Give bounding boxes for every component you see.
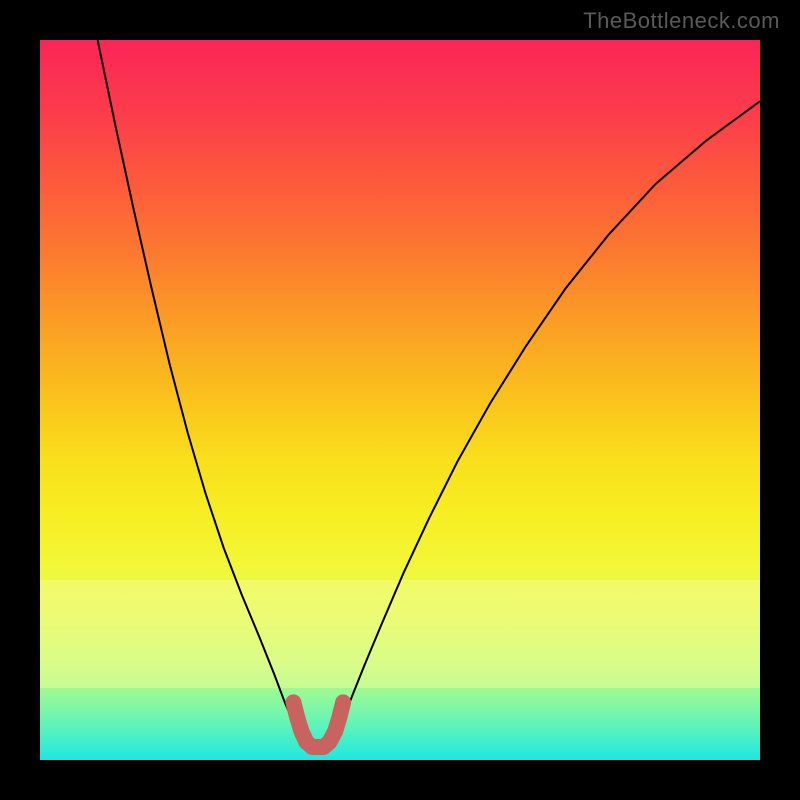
watermark-text: TheBottleneck.com xyxy=(583,8,780,34)
curve-overlay xyxy=(40,40,760,760)
right-curve xyxy=(332,101,760,742)
plot-area xyxy=(40,40,760,760)
left-curve xyxy=(98,40,303,742)
bottom-u-marker xyxy=(293,702,343,747)
